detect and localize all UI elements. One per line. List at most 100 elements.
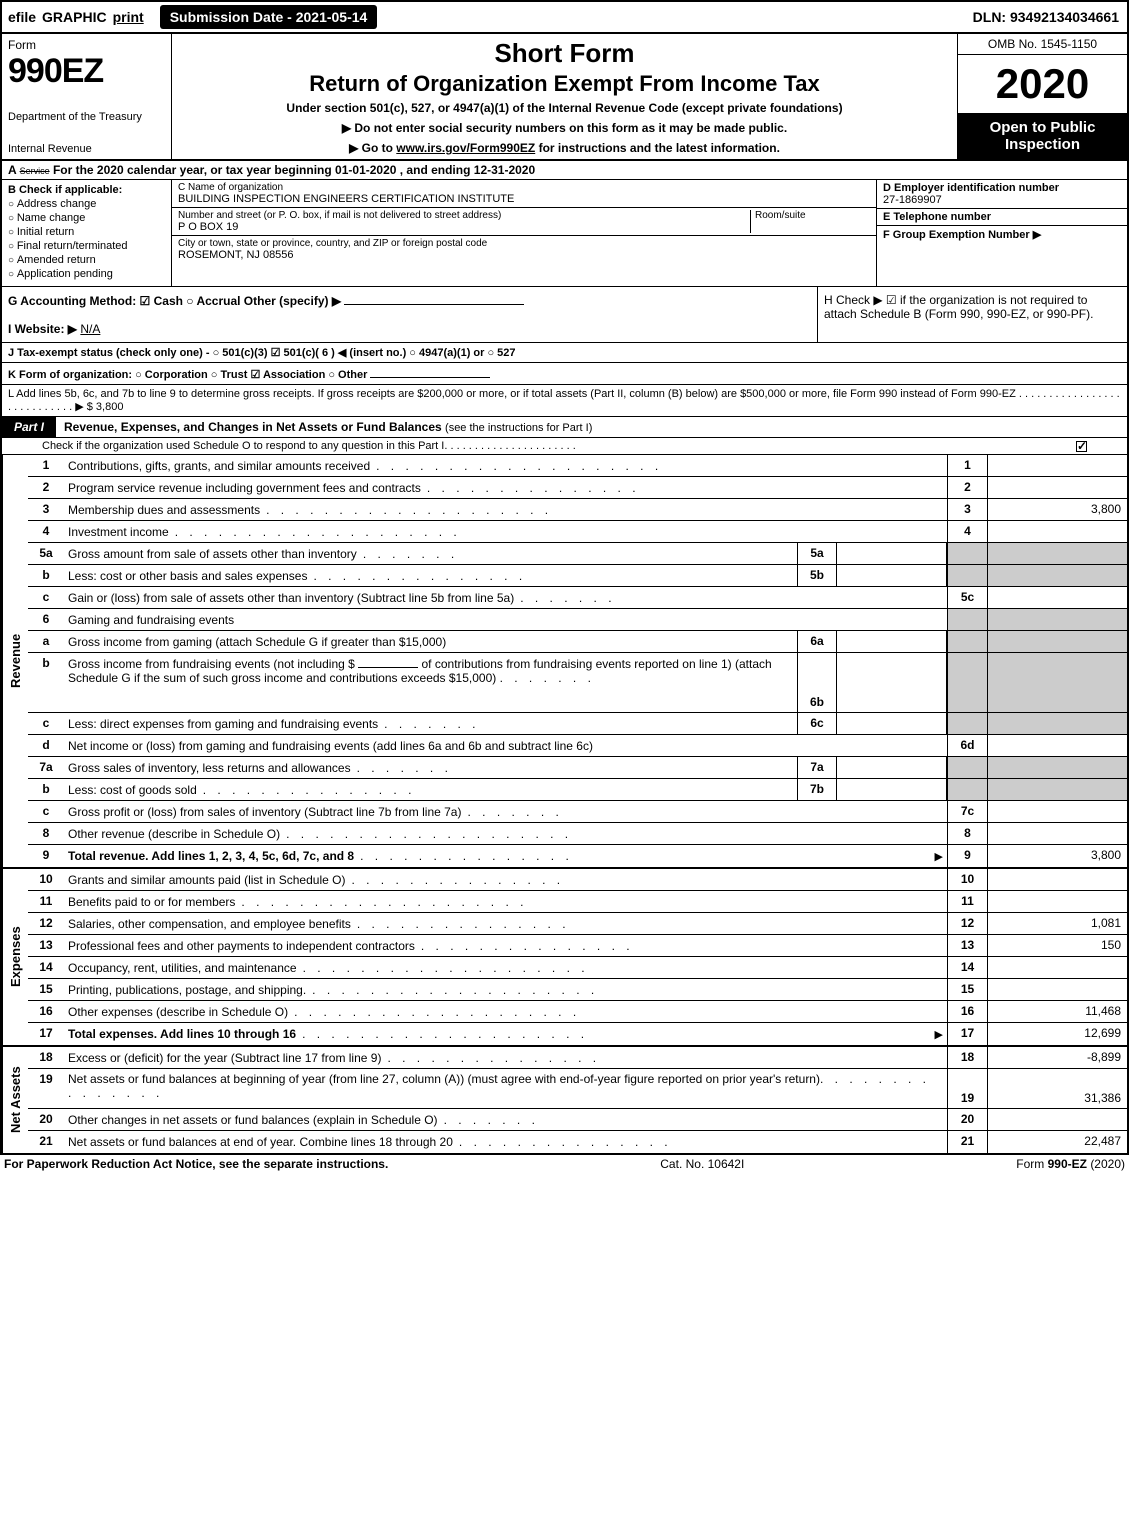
line-7a-text: Gross sales of inventory, less returns a… (68, 761, 351, 775)
under-section-text: Under section 501(c), 527, or 4947(a)(1)… (180, 101, 949, 115)
dept-treasury: Department of the Treasury (8, 111, 165, 123)
addr-row: Number and street (or P. O. box, if mail… (172, 208, 876, 236)
line-15-rv (987, 979, 1127, 1000)
line-5a-grey1 (947, 543, 987, 564)
line-7b-in: 7b (797, 779, 837, 800)
info-block: B Check if applicable: Address change Na… (0, 180, 1129, 287)
row-j: J Tax-exempt status (check only one) - ○… (0, 343, 1129, 363)
dots: . . . . . . . . . . . . . . . . . . . . (296, 1027, 934, 1041)
chk-initial-return[interactable]: Initial return (8, 226, 165, 238)
line-8-desc: Other revenue (describe in Schedule O). … (64, 823, 947, 844)
line-5b-iv (837, 565, 947, 586)
line-6d-rn: 6d (947, 735, 987, 756)
dln-label: DLN: 93492134034661 (965, 6, 1127, 28)
dots: . . . . . . . . . . . . . . . (381, 1051, 943, 1065)
line-3-num: 3 (28, 499, 64, 520)
chk-address-change[interactable]: Address change (8, 198, 165, 210)
group-exemption-label: F Group Exemption Number ▶ (883, 229, 1041, 241)
line-6d-desc: Net income or (loss) from gaming and fun… (64, 735, 947, 756)
do-not-enter-text: Do not enter social security numbers on … (180, 121, 949, 135)
line-13-num: 13 (28, 935, 64, 956)
org-other-input[interactable] (370, 366, 490, 378)
goto-pre: Go to (362, 141, 397, 155)
dept-irs: Internal Revenue (8, 143, 165, 155)
line-4-rn: 4 (947, 521, 987, 542)
row-g-h: G Accounting Method: ☑ Cash ○ Accrual Ot… (0, 287, 1129, 343)
line-7b-grey2 (987, 779, 1127, 800)
line-6a-grey1 (947, 631, 987, 652)
line-5b-num: b (28, 565, 64, 586)
part1-header: Part I Revenue, Expenses, and Changes in… (0, 417, 1129, 438)
topbar-left-group: efile GRAPHIC print Submission Date - 20… (2, 2, 383, 32)
arrow-icon (935, 849, 943, 863)
line-6d-rv (987, 735, 1127, 756)
line-5c-rv (987, 587, 1127, 608)
line-16-desc: Other expenses (describe in Schedule O).… (64, 1001, 947, 1022)
line-8-rn: 8 (947, 823, 987, 844)
ein-label: D Employer identification number (883, 182, 1121, 194)
line-12-desc: Salaries, other compensation, and employ… (64, 913, 947, 934)
irs-link[interactable]: www.irs.gov/Form990EZ (396, 141, 535, 155)
part1-check-row: Check if the organization used Schedule … (0, 438, 1129, 455)
line-6c-in: 6c (797, 713, 837, 734)
line-2-rn: 2 (947, 477, 987, 498)
line-7a-desc: Gross sales of inventory, less returns a… (64, 757, 797, 778)
chk-amended-return[interactable]: Amended return (8, 254, 165, 266)
print-link[interactable]: print (113, 9, 144, 25)
line-16-rv: 11,468 (987, 1001, 1127, 1022)
line-2-desc: Program service revenue including govern… (64, 477, 947, 498)
dots: . . . . . . . (357, 547, 793, 561)
line-2-text: Program service revenue including govern… (68, 481, 421, 495)
addr-value: P O BOX 19 (178, 221, 750, 233)
line-6c: c Less: direct expenses from gaming and … (28, 713, 1127, 735)
submission-date-button[interactable]: Submission Date - 2021-05-14 (160, 5, 378, 29)
dots: . . . . . . . . . . . . . . . (197, 783, 793, 797)
line-14-text: Occupancy, rent, utilities, and maintena… (68, 961, 297, 975)
chk-final-return[interactable]: Final return/terminated (8, 240, 165, 252)
line-6b: b Gross income from fundraising events (… (28, 653, 1127, 713)
line-6a-iv (837, 631, 947, 652)
chk-application-pending[interactable]: Application pending (8, 268, 165, 280)
dots: . . . . . . . . . . . . . . . . . . . . (280, 827, 943, 841)
line-7b-desc: Less: cost of goods sold. . . . . . . . … (64, 779, 797, 800)
row-k: K Form of organization: ○ Corporation ○ … (0, 363, 1129, 385)
line-13-rv: 150 (987, 935, 1127, 956)
dots: . . . . . . . (378, 717, 793, 731)
line-5b-grey1 (947, 565, 987, 586)
dots: . . . . . . . . . . . . . . . (307, 569, 793, 583)
line-16-num: 16 (28, 1001, 64, 1022)
dots: . . . . . . . . . . . . . . . . . . . . (370, 459, 943, 473)
line-15: 15 Printing, publications, postage, and … (28, 979, 1127, 1001)
footer-form-name: 990-EZ (1048, 1157, 1087, 1171)
header-mid-col: Short Form Return of Organization Exempt… (172, 34, 957, 159)
line-18-rv: -8,899 (987, 1047, 1127, 1068)
line-6a-in: 6a (797, 631, 837, 652)
line-1-text: Contributions, gifts, grants, and simila… (68, 459, 370, 473)
line-1-rn: 1 (947, 455, 987, 476)
line-8-num: 8 (28, 823, 64, 844)
line-4-text: Investment income (68, 525, 169, 539)
line-6: 6 Gaming and fundraising events (28, 609, 1127, 631)
line-15-text: Printing, publications, postage, and shi… (68, 983, 306, 997)
line-20-rv (987, 1109, 1127, 1130)
line-18: 18 Excess or (deficit) for the year (Sub… (28, 1047, 1127, 1069)
schedule-o-checkbox[interactable] (1076, 441, 1087, 452)
line-9-num: 9 (28, 845, 64, 867)
line-19-rn: 19 (947, 1069, 987, 1108)
row-i-label: I Website: ▶ (8, 322, 77, 336)
section-def: D Employer identification number 27-1869… (877, 180, 1127, 286)
dots: . . . . . . . . . . . . . . . (453, 1135, 943, 1149)
line-6a-text: Gross income from gaming (attach Schedul… (68, 635, 446, 649)
footer-left: For Paperwork Reduction Act Notice, see … (4, 1157, 388, 1171)
ein-value: 27-1869907 (883, 194, 1121, 206)
footer-right: Form 990-EZ (2020) (1016, 1157, 1125, 1171)
line-10: 10 Grants and similar amounts paid (list… (28, 869, 1127, 891)
line-6b-amount-input[interactable] (358, 656, 418, 668)
section-c: C Name of organization BUILDING INSPECTI… (172, 180, 877, 286)
accounting-other-input[interactable] (344, 293, 524, 305)
part1-check-box[interactable] (1067, 440, 1087, 452)
dots: . . . . . . . (500, 671, 595, 685)
dots: . . . . . . . . . . . . . . . . . . . . (235, 895, 943, 909)
line-7c-rn: 7c (947, 801, 987, 822)
chk-name-change[interactable]: Name change (8, 212, 165, 224)
